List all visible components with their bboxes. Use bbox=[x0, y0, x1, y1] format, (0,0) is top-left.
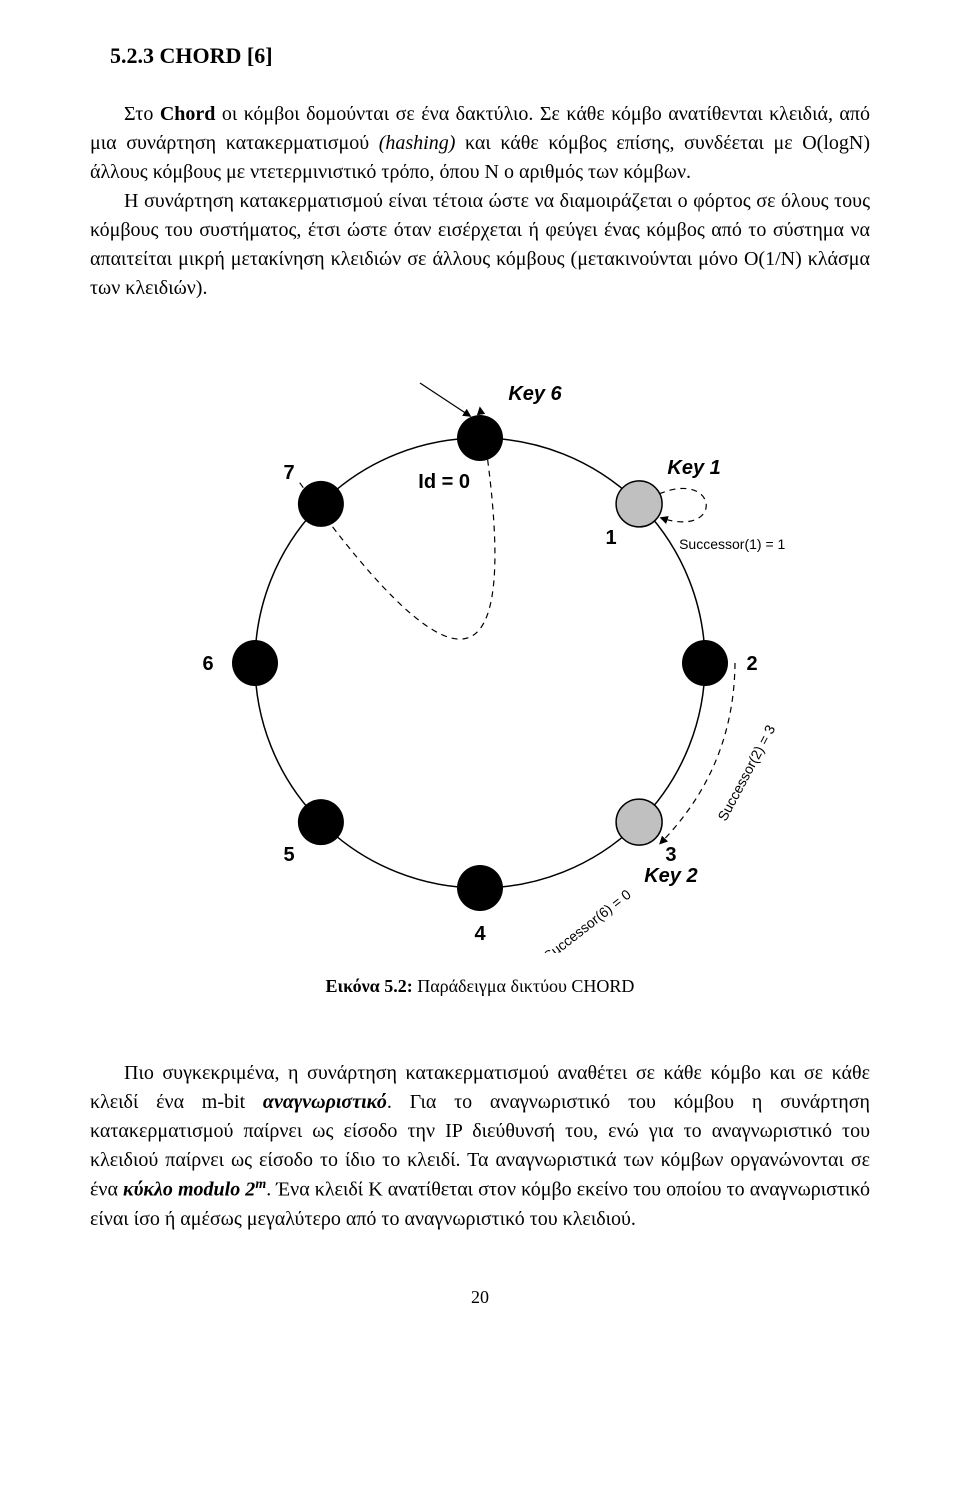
p3-e: m bbox=[255, 1177, 266, 1192]
svg-text:Key 2: Key 2 bbox=[644, 865, 697, 887]
svg-text:Key 6: Key 6 bbox=[508, 383, 562, 405]
svg-text:Successor(1) = 1: Successor(1) = 1 bbox=[679, 536, 785, 552]
svg-text:Successor(2) = 3: Successor(2) = 3 bbox=[714, 722, 778, 823]
paragraph-1: Στο Chord οι κόμβοι δομούνται σε ένα δακ… bbox=[90, 100, 870, 187]
svg-text:7: 7 bbox=[284, 462, 295, 484]
svg-text:3: 3 bbox=[665, 844, 676, 866]
paragraph-2: Η συνάρτηση κατακερματισμού είναι τέτοια… bbox=[90, 187, 870, 303]
figure-caption: Εικόνα 5.2: Παράδειγμα δικτύου CHORD bbox=[90, 973, 870, 999]
svg-text:Id = 0: Id = 0 bbox=[418, 471, 470, 493]
p1-b: Chord bbox=[160, 103, 216, 125]
p3-d: κύκλο modulo 2 bbox=[123, 1179, 255, 1201]
caption-label: Εικόνα 5.2: bbox=[326, 976, 413, 996]
page-number: 20 bbox=[90, 1284, 870, 1310]
chord-svg: Successor(6) = 0 Successor(1) = 1 Successo… bbox=[160, 333, 800, 953]
svg-text:1: 1 bbox=[606, 527, 617, 549]
p1-a: Στο bbox=[124, 103, 160, 125]
p3-b: αναγνωριστικό bbox=[263, 1091, 387, 1113]
svg-text:6: 6 bbox=[202, 653, 213, 675]
caption-text: Παράδειγμα δικτύου CHORD bbox=[413, 976, 635, 996]
chord-diagram: Successor(6) = 0 Successor(1) = 1 Successo… bbox=[90, 333, 870, 953]
p1-d: (hashing) bbox=[379, 132, 456, 154]
svg-text:4: 4 bbox=[474, 923, 486, 945]
svg-text:Key 1: Key 1 bbox=[667, 457, 720, 479]
svg-text:Successor(6) = 0: Successor(6) = 0 bbox=[540, 886, 634, 953]
paragraph-3: Πιο συγκεκριμένα, η συνάρτηση κατακερματ… bbox=[90, 1059, 870, 1234]
svg-text:5: 5 bbox=[284, 844, 295, 866]
section-heading: 5.2.3 CHORD [6] bbox=[90, 40, 870, 72]
svg-text:2: 2 bbox=[746, 653, 757, 675]
